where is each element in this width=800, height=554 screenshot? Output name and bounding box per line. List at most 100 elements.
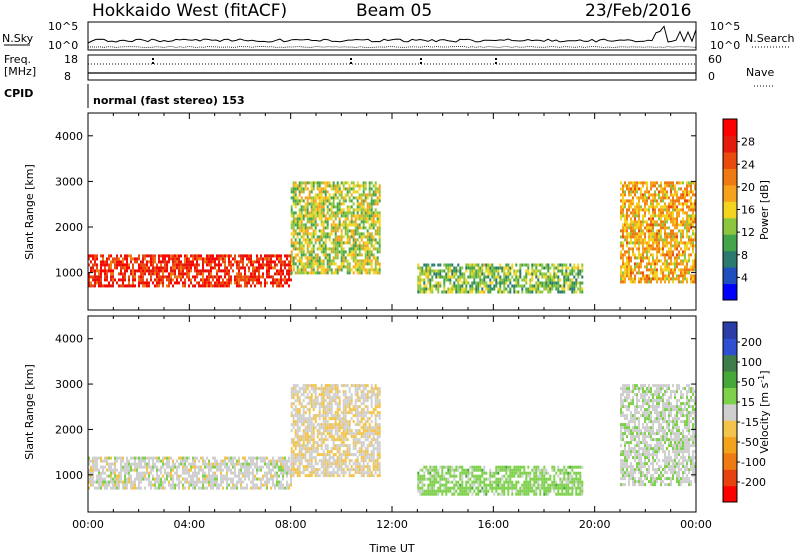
noise-traces bbox=[87, 25, 697, 48]
time-tick-label: 12:00 bbox=[376, 518, 408, 531]
noise-panel-frame bbox=[87, 21, 697, 51]
power-colorbar bbox=[722, 118, 738, 301]
time-tick-label: 00:00 bbox=[680, 518, 712, 531]
velocity-colorbar-tick-label: 200 bbox=[741, 336, 762, 349]
power-colorbar-swatch bbox=[723, 168, 737, 186]
velocity-echo-region-3 bbox=[620, 384, 696, 487]
time-tick-label: 04:00 bbox=[173, 518, 205, 531]
velocity-colorbar-swatch bbox=[723, 322, 737, 339]
velocity-colorbar-tick-label: -100 bbox=[741, 456, 766, 469]
power-y-ticks: 1000 2000 3000 4000 bbox=[55, 130, 696, 280]
freq-dots bbox=[152, 58, 497, 64]
freq-tick-low: 8 bbox=[64, 70, 71, 83]
cpid-label: CPID bbox=[4, 87, 33, 100]
freq-label-line2: [MHz] bbox=[4, 65, 36, 78]
power-echo-region-2 bbox=[417, 263, 584, 294]
velocity-colorbar-label-close: ] bbox=[758, 370, 771, 374]
time-tick-label: 16:00 bbox=[477, 518, 509, 531]
freq-dot bbox=[420, 62, 422, 64]
velocity-colorbar-swatch bbox=[723, 420, 737, 438]
velocity-colorbar-label-main: Velocity [m s bbox=[758, 382, 771, 453]
velocity-y-tick-label: 2000 bbox=[55, 423, 83, 436]
freq-dot bbox=[495, 58, 497, 60]
noise-left-tick-high: 10^5 bbox=[48, 20, 78, 33]
noise-right-tick-low: 10^0 bbox=[710, 39, 740, 52]
velocity-echo-region-1 bbox=[290, 384, 381, 478]
velocity-colorbar-label: Velocity [m s-1] bbox=[757, 370, 771, 453]
freq-dot bbox=[495, 62, 497, 64]
cpid-mode-text: normal (fast stereo) 153 bbox=[93, 94, 245, 107]
velocity-y-tick-label: 4000 bbox=[55, 333, 83, 346]
freq-dot bbox=[152, 62, 154, 64]
velocity-y-ticks: 1000 2000 3000 4000 bbox=[55, 333, 696, 482]
velocity-colorbar-tick-label: -15 bbox=[741, 416, 759, 429]
nave-label: Nave bbox=[746, 66, 774, 79]
freq-dot bbox=[420, 58, 422, 60]
velocity-colorbar-swatch bbox=[723, 387, 737, 405]
power-x-ticks bbox=[87, 113, 697, 310]
date-label: 23/Feb/2016 bbox=[585, 1, 691, 21]
noise-left-label: N.Sky bbox=[2, 32, 34, 45]
power-colorbar-swatch bbox=[723, 267, 737, 285]
velocity-echo-region-0 bbox=[88, 456, 292, 490]
velocity-colorbar-tick-label: 50 bbox=[741, 376, 755, 389]
power-colorbar-swatch bbox=[723, 250, 737, 268]
power-colorbar-tick-label: 12 bbox=[741, 226, 755, 239]
velocity-colorbar-ticks: 200 100 50 15 -15 -50 -100 -200 bbox=[737, 336, 766, 489]
time-tick-label: 08:00 bbox=[275, 518, 307, 531]
velocity-echoes bbox=[88, 384, 696, 496]
power-y-tick-label: 4000 bbox=[55, 130, 83, 143]
velocity-colorbar-swatch bbox=[723, 354, 737, 372]
freq-dot bbox=[152, 58, 154, 60]
power-colorbar-tick-label: 20 bbox=[741, 181, 755, 194]
power-colorbar-swatch bbox=[723, 201, 737, 219]
noise-right-tick-high: 10^5 bbox=[710, 20, 740, 33]
velocity-colorbar-tick-label: -50 bbox=[741, 436, 759, 449]
power-colorbar-label: Power [dB] bbox=[758, 180, 771, 240]
power-colorbar-tick-label: 4 bbox=[741, 271, 748, 284]
velocity-colorbar bbox=[722, 321, 738, 503]
power-colorbar-swatch bbox=[723, 234, 737, 252]
power-echo-region-3 bbox=[620, 181, 696, 284]
velocity-y-tick-label: 3000 bbox=[55, 378, 83, 391]
power-colorbar-tick-label: 8 bbox=[741, 249, 748, 262]
velocity-colorbar-label-exponent: -1 bbox=[757, 375, 766, 383]
nave-tick-low: 0 bbox=[708, 70, 715, 83]
freq-tick-high: 18 bbox=[64, 53, 78, 66]
power-echo-region-1 bbox=[290, 181, 381, 275]
velocity-colorbar-tick-label: 15 bbox=[741, 396, 755, 409]
nave-tick-high: 60 bbox=[708, 53, 722, 66]
velocity-y-tick-label: 1000 bbox=[55, 469, 83, 482]
velocity-colorbar-tick-label: -200 bbox=[741, 476, 766, 489]
power-y-tick-label: 3000 bbox=[55, 175, 83, 188]
power-panel-frame bbox=[87, 112, 697, 311]
velocity-colorbar-swatch bbox=[723, 338, 737, 356]
noise-right-label: N.Search bbox=[745, 32, 795, 45]
power-colorbar-tick-label: 28 bbox=[741, 136, 755, 149]
power-y-tick-label: 2000 bbox=[55, 221, 83, 234]
velocity-colorbar-swatch bbox=[723, 485, 737, 503]
velocity-colorbar-swatch bbox=[723, 436, 737, 454]
freq-label-line1: Freq. bbox=[4, 53, 31, 66]
time-tick-label: 00:00 bbox=[72, 518, 104, 531]
velocity-colorbar-swatch bbox=[723, 403, 737, 421]
velocity-colorbar-tick-label: 100 bbox=[741, 356, 762, 369]
power-colorbar-tick-label: 16 bbox=[741, 204, 755, 217]
power-colorbar-swatch bbox=[723, 151, 737, 169]
power-colorbar-swatch bbox=[723, 119, 737, 136]
velocity-colorbar-frame bbox=[722, 321, 738, 503]
noise-search-trace bbox=[87, 46, 697, 48]
time-tick-label: 20:00 bbox=[579, 518, 611, 531]
noise-sky-trace bbox=[87, 25, 697, 44]
freq-dot bbox=[350, 62, 352, 64]
power-colorbar-tick-label: 24 bbox=[741, 158, 755, 171]
velocity-ylabel: Slant Range [km] bbox=[23, 364, 36, 460]
power-colorbar-swatch bbox=[723, 283, 737, 301]
velocity-x-ticks: 00:00 04:00 08:00 12:00 16:00 20:00 00:00 bbox=[72, 316, 712, 531]
power-colorbar-swatch bbox=[723, 217, 737, 235]
radar-title: Hokkaido West (fitACF) bbox=[92, 1, 287, 21]
freq-panel-frame bbox=[87, 54, 697, 81]
power-colorbar-swatch bbox=[723, 135, 737, 153]
noise-left-tick-low: 10^0 bbox=[48, 39, 78, 52]
